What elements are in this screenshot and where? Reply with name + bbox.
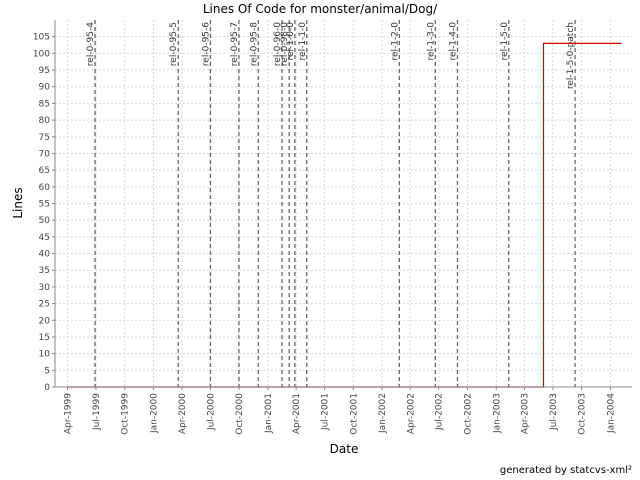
y-tick-label: 5: [44, 366, 50, 376]
y-tick-label: 50: [39, 216, 51, 226]
y-tick-label: 20: [39, 316, 51, 326]
x-tick-label: Jul-2002: [435, 393, 445, 431]
y-tick-label: 25: [39, 300, 50, 310]
y-tick-label: 55: [39, 200, 50, 210]
release-marker-label: rel-1-3-0: [426, 22, 436, 61]
release-marker-label: rel-0-95-8: [249, 22, 259, 66]
y-tick-label: 75: [39, 133, 50, 143]
y-axis-label: Lines: [11, 187, 25, 218]
release-marker-label: rel-1-1-0: [298, 22, 308, 61]
y-tick-label: 100: [33, 49, 50, 59]
x-tick-label: Jan-2000: [150, 393, 160, 434]
x-tick-label: Oct-2002: [464, 393, 474, 435]
release-marker-label: rel-0-95-4: [86, 22, 96, 66]
y-tick-label: 40: [39, 250, 51, 260]
y-tick-label: 80: [39, 116, 51, 126]
x-tick-label: Apr-1999: [64, 393, 74, 434]
generator-credit: generated by statcvs-xml²: [499, 465, 632, 476]
release-marker-label: rel-0-95-6: [201, 22, 211, 66]
y-tick-label: 15: [39, 333, 50, 343]
release-marker-label: rel-1-5-0-patch: [566, 22, 576, 89]
y-tick-label: 35: [39, 266, 50, 276]
x-tick-label: Jan-2001: [264, 393, 274, 434]
x-tick-label: Oct-1999: [121, 393, 131, 435]
y-tick-label: 45: [39, 233, 50, 243]
release-marker-label: rel-1-0-0: [286, 22, 296, 61]
release-markers: rel-0-95-4 rel-0-95-5 rel-0-95-6 rel-0-95-7…: [86, 20, 576, 387]
x-tick-label: Apr-2000: [178, 393, 188, 434]
release-marker-label: rel-0-96-0: [273, 22, 283, 66]
y-tick-label: 30: [39, 283, 51, 293]
x-axis-label: Date: [330, 442, 359, 456]
chart-title: Lines Of Code for monster/animal/Dog/: [203, 2, 438, 16]
release-marker-label: rel-0-95-5: [169, 22, 179, 66]
axes: 0 5 10 15 20 25 30 35 40 45 50 55 60 65 70 75 80 85 90 95 10…: [33, 20, 632, 435]
y-tick-label: 85: [39, 99, 50, 109]
release-marker-label: rel-1-5-0: [500, 22, 510, 61]
y-tick-label: 105: [33, 33, 50, 43]
y-tick-label: 70: [39, 149, 51, 159]
x-tick-label: Jan-2002: [378, 393, 388, 434]
release-marker-label: rel-0-95-7: [230, 22, 240, 66]
x-tick-label: Jul-2000: [206, 393, 216, 431]
y-tick-label: 10: [39, 350, 51, 360]
x-tick-label: Jan-2003: [492, 393, 502, 434]
y-tick-label: 0: [44, 383, 50, 393]
x-tick-label: Apr-2003: [520, 393, 530, 434]
x-tick-label: Oct-2001: [349, 393, 359, 435]
y-tick-label: 65: [39, 166, 50, 176]
x-tick-label: Oct-2000: [235, 393, 245, 435]
x-tick-label: Jan-2004: [606, 393, 616, 434]
y-tick-label: 90: [39, 83, 51, 93]
y-tick-label: 95: [39, 66, 50, 76]
y-tick-label: 60: [39, 183, 51, 193]
x-tick-label: Jul-1999: [92, 393, 102, 431]
release-marker-label: rel-1-2-0: [390, 22, 400, 61]
x-tick-label: Jul-2001: [321, 393, 331, 431]
x-tick-label: Oct-2003: [578, 393, 588, 435]
release-marker-label: rel-0-98-0: [280, 22, 290, 66]
grid: [55, 20, 632, 388]
x-tick-label: Apr-2001: [292, 393, 302, 434]
x-tick-label: Apr-2002: [406, 393, 416, 434]
release-marker-label: rel-1-4-0: [448, 22, 458, 61]
x-tick-label: Jul-2003: [549, 393, 559, 431]
